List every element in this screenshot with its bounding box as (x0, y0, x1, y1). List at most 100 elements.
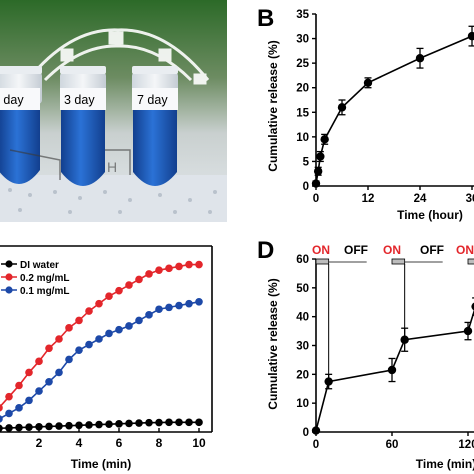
panel-c-series-1-point (165, 264, 173, 273)
panel-c-series-0-point (105, 420, 113, 428)
vial-1-label-bg (0, 88, 40, 110)
panel-c-series-1-point (55, 335, 63, 343)
panel-d-annotations: ON OFF ON OFF ON (312, 243, 474, 382)
panel-c-series-1-point (185, 260, 193, 269)
panel-d-series-point (387, 365, 397, 375)
legend-marker-0-1 (5, 286, 13, 294)
panel-c-series-0-point (115, 420, 123, 428)
panel-c-series-2-point (65, 355, 73, 364)
panel-d-on-bar (315, 258, 330, 265)
panel-b-x-tick-label: 12 (362, 193, 375, 205)
vial-3 (132, 66, 178, 186)
panel-c-series-2-point (25, 396, 33, 405)
panel-c-series-2-point (175, 301, 183, 310)
panel-d-series (311, 297, 474, 435)
panel-c-series-1-point (5, 392, 13, 401)
panel-c-series-0-point (175, 418, 183, 427)
panel-c-series-0-point (25, 423, 33, 431)
bench-surface (0, 175, 227, 222)
panel-c-series-1-point (115, 286, 123, 295)
panel-d-y-tick-label: 20 (296, 369, 309, 381)
panel-b-series-point (316, 152, 325, 161)
legend-marker-0-2 (5, 273, 13, 281)
panel-c-series-0-point (165, 418, 173, 427)
panel-c-x-tick-label: 8 (156, 436, 163, 450)
panel-c-series-1-point (125, 281, 133, 289)
panel-d-x-tick-label: 0 (313, 439, 319, 451)
panel-b-chart: B Cumulative release (%) Time (hour) 0 12… (257, 5, 474, 222)
panel-c-series-1-point (195, 260, 203, 269)
panel-c-x-tick-label: 2 (36, 436, 43, 450)
panel-d-axes: 0 60 120 0 10 20 30 40 50 60 (296, 254, 474, 451)
panel-b-series-point (337, 103, 347, 112)
panel-d-on-bar (467, 258, 474, 265)
panel-d-y-tick-label: 50 (296, 283, 309, 295)
panel-c-series-0-point (75, 421, 83, 430)
panel-b-y-tick-label: 5 (303, 156, 310, 168)
legend-label-di-water: DI water (20, 260, 59, 271)
panel-c-series-0-point (15, 423, 23, 432)
vial-3-label-bg (132, 88, 178, 110)
panel-d-on-label: ON (456, 243, 474, 257)
panel-c-series-1-point (135, 275, 143, 284)
panel-c-axes: 2 4 6 8 10 (0, 245, 213, 450)
panel-b-x-tick-label: 36 (466, 193, 474, 205)
panel-d-x-tick-label: 120 (458, 439, 474, 451)
panel-c-xlabel: Time (min) (71, 457, 131, 471)
panel-c-series-1-point (105, 292, 113, 301)
panel-c-x-tick-label: 4 (76, 436, 83, 450)
panel-c-series-1-point (95, 299, 103, 308)
panel-c-series-0-point (155, 418, 163, 427)
panel-d-x-tick-label: 60 (386, 439, 399, 451)
panel-c-chart: Time (min) 2 4 6 8 10 DI water 0.2 mg/mL 0.1… (0, 245, 213, 471)
panel-b-series-point (313, 167, 323, 176)
panel-c-legend: DI water 0.2 mg/mL 0.1 mg/mL (1, 260, 69, 297)
panel-c-series-1-point (85, 307, 93, 315)
legend-label-0-1: 0.1 mg/mL (20, 286, 69, 297)
panel-b-letter: B (257, 5, 274, 32)
panel-c-series-1-point (75, 316, 83, 325)
panel-c-series-0-point (45, 422, 53, 431)
panel-d-y-tick-label: 30 (296, 341, 309, 353)
panel-c-series-2-point (0, 415, 3, 423)
panel-c-series-1-point (15, 381, 23, 390)
panel-d-series-point (463, 326, 473, 336)
legend-label-0-2: 0.2 mg/mL (20, 273, 69, 284)
panel-b-series-point (467, 31, 474, 41)
legend-marker-di-water (5, 260, 13, 268)
panel-c-series-2-point (45, 377, 53, 386)
panel-c-series-0-point (135, 419, 143, 427)
panel-c-series-0-point (35, 422, 43, 431)
panel-c-series-1-point (175, 262, 183, 271)
panel-b-xlabel: Time (hour) (397, 208, 463, 222)
panel-b-ylabel: Cumulative release (%) (266, 40, 280, 171)
panel-b-series (311, 25, 474, 188)
panel-c-series-0-point (55, 422, 63, 430)
panel-c-series-0-point (145, 418, 153, 427)
panel-b-x-tick-label: 0 (313, 193, 319, 205)
panel-b-y-tick-label: 0 (303, 181, 309, 193)
panel-b-series-point (311, 179, 321, 188)
svg-text:H: H (107, 159, 117, 175)
panel-d-on-label: ON (312, 243, 330, 257)
panel-c-series-0-point (95, 420, 103, 429)
panel-c-series-1-point (145, 270, 153, 278)
panel-c-series-2-point (165, 303, 173, 312)
panel-d-letter: D (257, 237, 274, 264)
panel-c-series-1-point (35, 357, 43, 366)
panel-d-ylabel: Cumulative release (%) (266, 278, 280, 409)
panel-c-series-1-point (45, 344, 53, 353)
panel-c-series-2-point (35, 387, 43, 395)
panel-d-on-label: ON (383, 243, 401, 257)
panel-d-off-label: OFF (344, 243, 368, 257)
panel-d-on-bar (391, 258, 406, 265)
panel-b-y-tick-label: 20 (296, 83, 309, 95)
panel-c-series-0-point (185, 418, 193, 427)
panel-c-x-tick-label: 6 (116, 436, 123, 450)
panel-c-series-2-point (155, 305, 163, 314)
vial-1 (0, 66, 42, 184)
panel-b-series-point (415, 54, 425, 63)
vial-2-label-bg (60, 88, 106, 110)
panel-d-series-line (315, 309, 474, 431)
